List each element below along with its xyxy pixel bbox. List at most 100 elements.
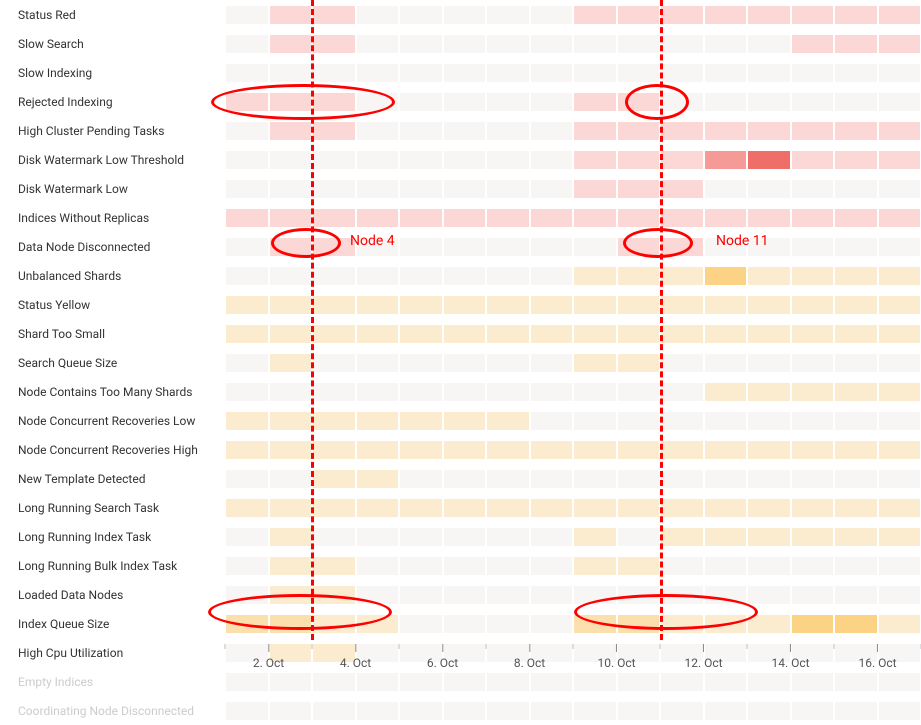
heatmap-cell xyxy=(834,614,878,634)
heatmap-row: Slow Indexing xyxy=(0,58,921,87)
heatmap-cell xyxy=(747,585,791,605)
heatmap-cell xyxy=(878,34,921,54)
heatmap-row: Coordinating Node Disconnected xyxy=(0,696,921,725)
heatmap-cell xyxy=(530,179,574,199)
heatmap-cell xyxy=(399,411,443,431)
heatmap-row: Index Queue Size xyxy=(0,609,921,638)
heatmap-cell xyxy=(747,295,791,315)
heatmap-cell xyxy=(704,469,748,489)
event-marker-line xyxy=(660,0,663,640)
heatmap-cell xyxy=(443,266,487,286)
heatmap-cell xyxy=(660,411,704,431)
heatmap-cell xyxy=(486,121,530,141)
row-label: Long Running Bulk Index Task xyxy=(0,559,225,573)
heatmap-cell xyxy=(878,237,921,257)
heatmap-cell xyxy=(573,5,617,25)
heatmap-cell xyxy=(834,498,878,518)
row-label: Status Red xyxy=(0,8,225,22)
heatmap-cell xyxy=(878,527,921,547)
heatmap-cell xyxy=(399,5,443,25)
heatmap-cell xyxy=(747,150,791,170)
heatmap-cell xyxy=(269,469,313,489)
heatmap-chart: Status RedSlow SearchSlow IndexingReject… xyxy=(0,0,921,696)
heatmap-cell xyxy=(486,701,530,721)
heatmap-cell xyxy=(834,34,878,54)
heatmap-cell xyxy=(443,63,487,83)
heatmap-cell xyxy=(443,121,487,141)
heatmap-cell xyxy=(878,150,921,170)
x-tick-label: 12. Oct xyxy=(684,656,722,670)
heatmap-cell xyxy=(617,92,661,112)
x-tick-minor xyxy=(225,644,226,649)
heatmap-cell xyxy=(704,92,748,112)
row-label: Slow Search xyxy=(0,37,225,51)
heatmap-cell xyxy=(878,208,921,228)
heatmap-cell xyxy=(878,295,921,315)
heatmap-cell xyxy=(356,266,400,286)
heatmap-cell xyxy=(225,382,269,402)
heatmap-cell xyxy=(878,411,921,431)
heatmap-cell xyxy=(225,324,269,344)
heatmap-cell xyxy=(443,34,487,54)
heatmap-cell xyxy=(617,556,661,576)
event-marker-line xyxy=(311,0,314,640)
x-tick: 8. Oct xyxy=(514,644,545,670)
heatmap-cell xyxy=(530,440,574,460)
heatmap-cell xyxy=(312,498,356,518)
heatmap-cell xyxy=(660,353,704,373)
heatmap-cell xyxy=(573,440,617,460)
heatmap-cell xyxy=(660,34,704,54)
annotation-label: Node 11 xyxy=(716,233,769,249)
row-label: High Cluster Pending Tasks xyxy=(0,124,225,138)
heatmap-cell xyxy=(791,208,835,228)
heatmap-cell xyxy=(269,34,313,54)
heatmap-cell xyxy=(573,614,617,634)
heatmap-cell xyxy=(269,92,313,112)
x-tick-minor xyxy=(312,644,313,649)
heatmap-cell xyxy=(791,411,835,431)
heatmap-cell xyxy=(356,34,400,54)
heatmap-cell xyxy=(312,556,356,576)
heatmap-cell xyxy=(704,295,748,315)
heatmap-cell xyxy=(399,324,443,344)
heatmap-cell xyxy=(269,411,313,431)
heatmap-cell xyxy=(617,266,661,286)
heatmap-row: Disk Watermark Low Threshold xyxy=(0,145,921,174)
heatmap-cell xyxy=(225,34,269,54)
heatmap-cell xyxy=(225,440,269,460)
heatmap-cell xyxy=(356,63,400,83)
heatmap-cell xyxy=(356,208,400,228)
heatmap-cell xyxy=(573,295,617,315)
x-tick: 2. Oct xyxy=(253,644,284,670)
heatmap-cell xyxy=(747,556,791,576)
heatmap-cell xyxy=(530,411,574,431)
heatmap-cell xyxy=(225,92,269,112)
heatmap-row: Loaded Data Nodes xyxy=(0,580,921,609)
heatmap-cell xyxy=(486,556,530,576)
heatmap-cell xyxy=(443,556,487,576)
x-tick-label: 2. Oct xyxy=(253,656,284,670)
heatmap-cell xyxy=(225,179,269,199)
heatmap-cell xyxy=(704,411,748,431)
heatmap-cell xyxy=(486,498,530,518)
heatmap-cell xyxy=(356,92,400,112)
heatmap-cell xyxy=(747,208,791,228)
heatmap-cell xyxy=(225,5,269,25)
heatmap-cell xyxy=(225,498,269,518)
heatmap-cell xyxy=(443,353,487,373)
heatmap-cell xyxy=(704,34,748,54)
row-label: Long Running Search Task xyxy=(0,501,225,515)
x-tick: 14. Oct xyxy=(771,644,809,670)
heatmap-cell xyxy=(660,63,704,83)
heatmap-cell xyxy=(399,150,443,170)
heatmap-cell xyxy=(312,440,356,460)
x-tick: 12. Oct xyxy=(684,644,722,670)
heatmap-cell xyxy=(747,5,791,25)
heatmap-cell xyxy=(834,411,878,431)
heatmap-cell xyxy=(443,701,487,721)
heatmap-cell xyxy=(617,527,661,547)
heatmap-cell xyxy=(747,469,791,489)
heatmap-cell xyxy=(834,92,878,112)
heatmap-cell xyxy=(617,585,661,605)
row-cells xyxy=(225,237,921,257)
